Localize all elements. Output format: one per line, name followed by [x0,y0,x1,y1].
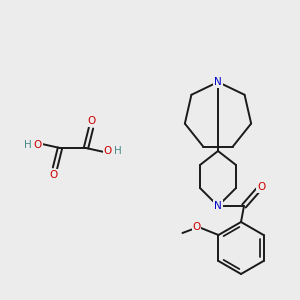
Text: O: O [34,140,42,150]
Text: O: O [257,182,265,192]
Text: O: O [104,146,112,156]
Text: O: O [50,170,58,180]
Text: N: N [214,77,222,87]
Text: H: H [114,146,122,156]
Text: O: O [192,222,201,232]
Text: O: O [88,116,96,126]
Text: H: H [24,140,32,150]
Text: N: N [214,201,222,211]
